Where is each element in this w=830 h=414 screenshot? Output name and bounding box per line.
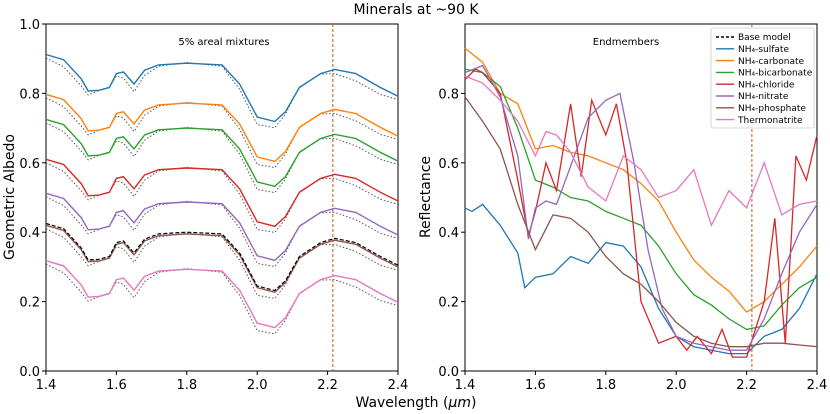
left-series-line: [45, 93, 399, 163]
right-series-line: [464, 47, 818, 313]
right-ytick-label: 0.6: [438, 157, 459, 172]
right-series: [464, 24, 818, 371]
legend-label: NH₄-bicarbonate: [738, 69, 813, 79]
right-series-line: [464, 75, 818, 228]
left-ytick-label: 1.0: [19, 18, 40, 33]
right-ylabel: Reflectance: [418, 156, 434, 238]
left-series-line: [45, 158, 399, 228]
legend-label: NH₄-carbonate: [738, 57, 804, 67]
left-series-model-line: [45, 97, 399, 169]
legend-label: Thermonatrite: [737, 116, 803, 126]
left-series-model-line: [45, 196, 399, 268]
left-panel-title: 5% areal mixtures: [178, 37, 269, 48]
left-series-line: [45, 260, 399, 329]
left-ytick-label: 0.2: [19, 296, 40, 311]
legend-items: Base model NH₄-sulfate NH₄-carbonate NH₄-bi…: [716, 33, 813, 126]
left-panel: 5% areal mixtures Geometric Albedo 1.4 1.…: [2, 18, 408, 393]
legend: Base model NH₄-sulfate NH₄-carbonate NH₄-bi…: [710, 27, 815, 129]
right-ytick-label: 0.2: [438, 296, 459, 311]
right-ytick-label: 0.0: [438, 365, 459, 380]
right-plot-frame: [464, 23, 818, 372]
x-axis-label-unit: μm: [447, 395, 471, 411]
left-ytick-label: 0.0: [19, 365, 40, 380]
left-series-model-line: [45, 263, 399, 335]
x-axis-label: Wavelength (μm): [356, 395, 477, 411]
left-series-model-line: [45, 162, 399, 234]
right-series-line: [464, 96, 818, 348]
left-series-line: [45, 118, 399, 188]
left-series-line: [45, 192, 399, 262]
left-base-model-line: [45, 222, 399, 292]
left-ylabel: Geometric Albedo: [2, 134, 18, 260]
left-xtick-label: 2.2: [317, 378, 338, 393]
right-xtick-label: 1.8: [595, 378, 616, 393]
legend-label: NH₄-sulfate: [738, 45, 789, 55]
left-series-model-line: [45, 122, 399, 194]
legend-label: NH₄-phosphate: [738, 104, 806, 114]
x-axis-label-suffix: ): [471, 395, 476, 411]
right-xtick-label: 1.6: [525, 378, 546, 393]
right-xtick-label: 1.4: [455, 378, 476, 393]
right-xticks: 1.4 1.6 1.8 2.0 2.2 2.4: [455, 371, 828, 393]
right-xtick-label: 2.4: [807, 378, 828, 393]
left-xtick-label: 2.0: [247, 378, 268, 393]
left-xtick-label: 2.4: [388, 378, 409, 393]
right-ytick-label: 0.8: [438, 87, 459, 102]
left-xtick-label: 1.8: [176, 378, 197, 393]
x-axis-label-prefix: Wavelength (: [356, 395, 449, 411]
left-series-line: [45, 53, 399, 123]
right-panel: Endmembers Reflectance 1.4 1.6 1.8 2.0 2.2 2.…: [418, 23, 828, 393]
left-series: [45, 24, 399, 371]
left-series-line: [45, 224, 399, 293]
right-series-line: [464, 64, 818, 351]
right-xtick-label: 2.0: [666, 378, 687, 393]
legend-label: NH₄-nitrate: [738, 92, 789, 102]
left-xtick-label: 1.4: [36, 378, 57, 393]
left-xticks: 1.4 1.6 1.8 2.0 2.2 2.4: [36, 371, 409, 393]
right-series-line: [464, 68, 818, 331]
left-xtick-label: 1.6: [106, 378, 127, 393]
left-ytick-label: 0.4: [19, 226, 40, 241]
right-series-line: [464, 203, 818, 355]
legend-box: [710, 27, 815, 129]
left-plot-frame: [45, 23, 399, 372]
left-series-model-line: [45, 228, 399, 299]
left-ytick-label: 0.8: [19, 87, 40, 102]
left-ytick-label: 0.6: [19, 157, 40, 172]
legend-label: Base model: [738, 33, 791, 43]
legend-label: NH₄-chloride: [738, 80, 795, 90]
left-yticks: 0.0 0.2 0.4 0.6 0.8 1.0: [19, 18, 46, 380]
right-panel-title: Endmembers: [593, 37, 659, 48]
left-series-model-line: [45, 57, 399, 129]
right-ytick-label: 0.4: [438, 226, 459, 241]
right-xtick-label: 2.2: [736, 378, 757, 393]
right-yticks: 0.0 0.2 0.4 0.6 0.8: [438, 87, 465, 380]
figure-title: Minerals at ~90 K: [353, 2, 479, 18]
